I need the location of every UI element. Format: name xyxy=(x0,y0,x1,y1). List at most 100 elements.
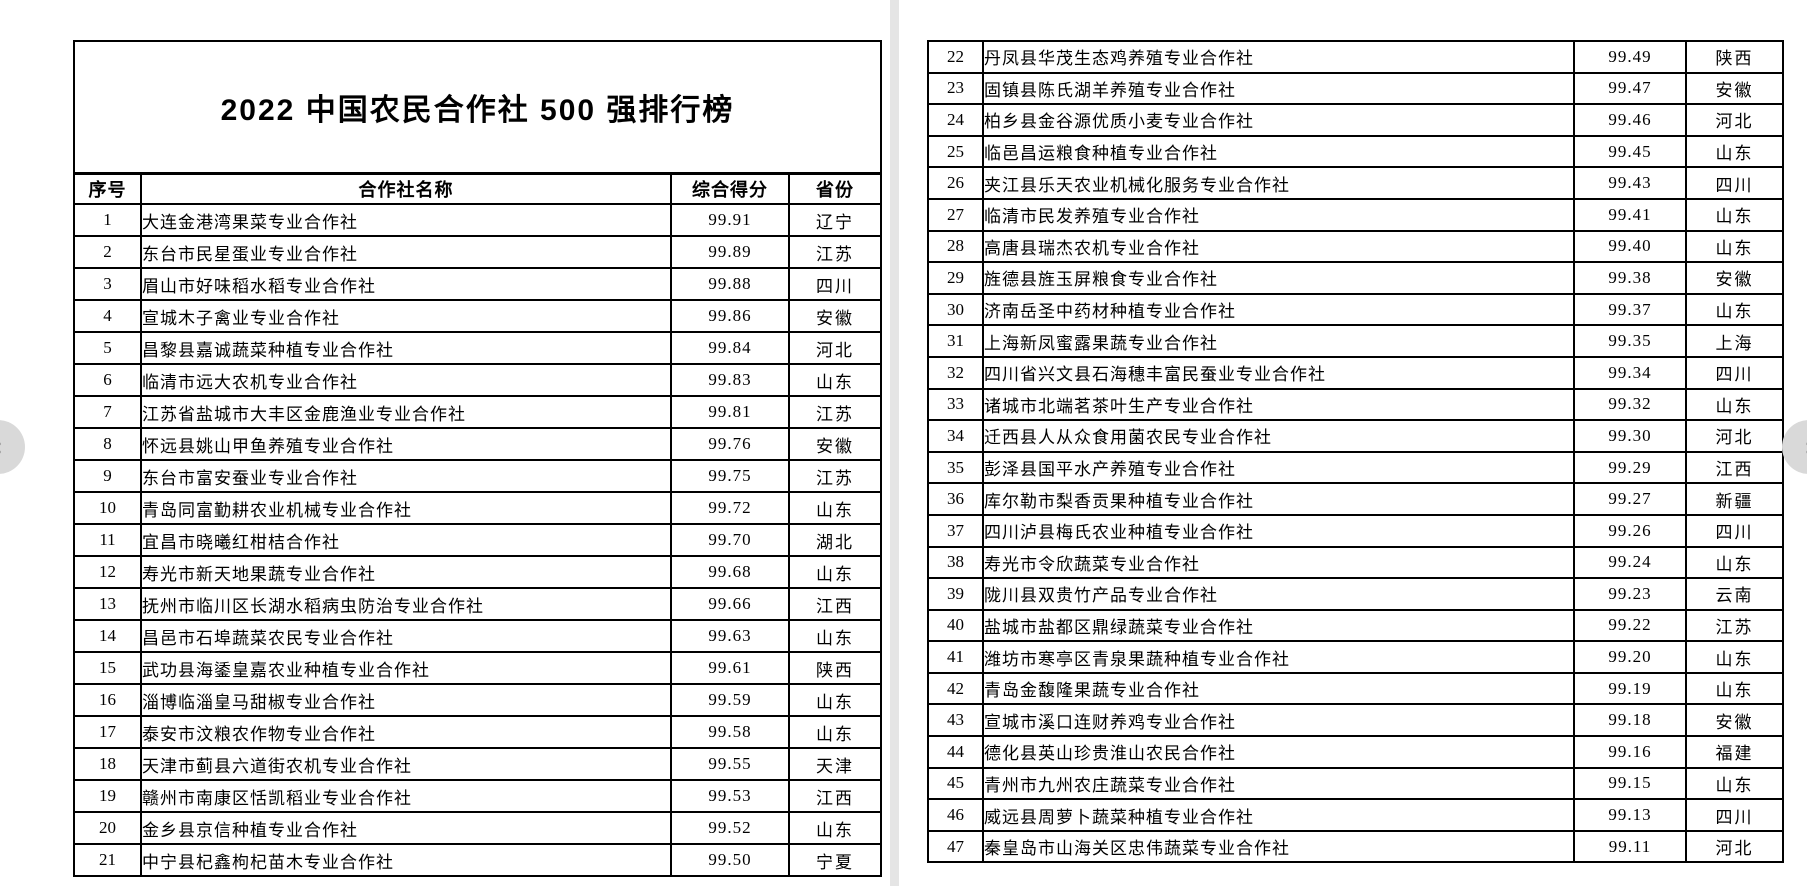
score-cell: 99.27 xyxy=(1573,482,1687,516)
name-cell: 天津市蓟县六道街农机专业合作社 xyxy=(140,747,672,781)
table-row: 43 宣城市溪口连财养鸡专业合作社 99.18 安徽 xyxy=(927,703,1784,738)
province-cell: 四川 xyxy=(1685,798,1784,832)
name-cell: 高唐县瑞杰农机专业合作社 xyxy=(982,229,1575,264)
name-cell: 青岛金馥隆果蔬专业合作社 xyxy=(982,671,1575,706)
rank-cell: 7 xyxy=(73,395,142,429)
province-cell: 安徽 xyxy=(1685,71,1784,106)
rank-cell: 16 xyxy=(73,683,142,717)
name-cell: 大连金港湾果菜专业合作社 xyxy=(140,203,672,237)
name-cell: 潍坊市寒亭区青泉果蔬种植专业合作社 xyxy=(982,640,1575,674)
name-cell: 宣城市溪口连财养鸡专业合作社 xyxy=(982,703,1575,738)
province-cell: 安徽 xyxy=(787,427,883,461)
rank-cell: 37 xyxy=(927,513,984,548)
name-cell: 夹江县乐天农业机械化服务专业合作社 xyxy=(982,166,1575,200)
score-cell: 99.83 xyxy=(670,363,790,397)
rank-cell: 35 xyxy=(927,450,984,485)
table-row: 18 天津市蓟县六道街农机专业合作社 99.55 天津 xyxy=(73,747,883,781)
province-cell: 山东 xyxy=(787,811,883,845)
name-cell: 临清市远大农机专业合作社 xyxy=(140,363,672,397)
score-cell: 99.18 xyxy=(1573,703,1687,738)
province-cell: 安徽 xyxy=(1685,703,1784,738)
province-cell: 天津 xyxy=(787,747,883,781)
table-row: 23 固镇县陈氏湖羊养殖专业合作社 99.47 安徽 xyxy=(927,71,1784,106)
score-cell: 99.61 xyxy=(670,651,790,685)
rank-cell: 32 xyxy=(927,355,984,390)
name-cell: 昌邑市石埠蔬菜农民专业合作社 xyxy=(140,619,672,653)
rank-cell: 34 xyxy=(927,419,984,453)
province-cell: 山东 xyxy=(1685,197,1784,232)
table-row: 24 柏乡县金谷源优质小麦专业合作社 99.46 河北 xyxy=(927,103,1784,137)
province-cell: 江苏 xyxy=(787,459,883,493)
score-cell: 99.43 xyxy=(1573,166,1687,200)
score-cell: 99.68 xyxy=(670,555,790,589)
chevron-right-icon: › xyxy=(1804,433,1807,461)
table-row: 42 青岛金馥隆果蔬专业合作社 99.19 山东 xyxy=(927,671,1784,706)
score-cell: 99.15 xyxy=(1573,766,1687,801)
province-cell: 河北 xyxy=(1685,103,1784,137)
score-cell: 99.32 xyxy=(1573,387,1687,422)
name-cell: 柏乡县金谷源优质小麦专业合作社 xyxy=(982,103,1575,137)
table-row: 33 诸城市北端茗茶叶生产专业合作社 99.32 山东 xyxy=(927,387,1784,422)
table-row: 15 武功县海鋈皇嘉农业种植专业合作社 99.61 陕西 xyxy=(73,651,883,685)
table-row: 35 彭泽县国平水产养殖专业合作社 99.29 江西 xyxy=(927,450,1784,485)
score-cell: 99.47 xyxy=(1573,71,1687,106)
table-row: 32 四川省兴文县石海穗丰富民蚕业专业合作社 99.34 四川 xyxy=(927,355,1784,390)
page-title: 2022 中国农民合作社 500 强排行榜 xyxy=(220,94,735,127)
rank-cell: 45 xyxy=(927,766,984,801)
name-cell: 库尔勒市梨香贡果种植专业合作社 xyxy=(982,482,1575,516)
table-row: 39 陇川县双贵竹产品专业合作社 99.23 云南 xyxy=(927,577,1784,611)
ranking-table-right: 22 丹凤县华茂生态鸡养殖专业合作社 99.49 陕西 23 固镇县陈氏湖羊养殖专业合作社… xyxy=(927,40,1784,864)
table-header-row: 序号 合作社名称 综合得分 省份 xyxy=(73,172,883,205)
table-row: 11 宜昌市晓曦红柑桔合作社 99.70 湖北 xyxy=(73,523,883,557)
rank-cell: 41 xyxy=(927,640,984,674)
table-body-left: 1 大连金港湾果菜专业合作社 99.91 辽宁 2 东台市民星蛋业专业合作社 99.89 江苏… xyxy=(73,203,883,877)
score-cell: 99.63 xyxy=(670,619,790,653)
table-row: 1 大连金港湾果菜专业合作社 99.91 辽宁 xyxy=(73,203,883,237)
rank-cell: 10 xyxy=(73,491,142,525)
table-row: 27 临清市民发养殖专业合作社 99.41 山东 xyxy=(927,197,1784,232)
province-cell: 江苏 xyxy=(787,235,883,269)
province-cell: 云南 xyxy=(1685,577,1784,611)
score-cell: 99.86 xyxy=(670,299,790,333)
province-cell: 湖北 xyxy=(787,523,883,557)
table-row: 38 寿光市令欣蔬菜专业合作社 99.24 山东 xyxy=(927,545,1784,580)
rank-cell: 4 xyxy=(73,299,142,333)
name-cell: 宜昌市晓曦红柑桔合作社 xyxy=(140,523,672,557)
table-body-right: 22 丹凤县华茂生态鸡养殖专业合作社 99.49 陕西 23 固镇县陈氏湖羊养殖专业合作社… xyxy=(927,40,1784,864)
prev-page-button[interactable]: ‹ xyxy=(0,420,25,474)
name-cell: 金乡县京信种植专业合作社 xyxy=(140,811,672,845)
table-row: 14 昌邑市石埠蔬菜农民专业合作社 99.63 山东 xyxy=(73,619,883,653)
table-row: 5 昌黎县嘉诚蔬菜种植专业合作社 99.84 河北 xyxy=(73,331,883,365)
name-cell: 寿光市新天地果蔬专业合作社 xyxy=(140,555,672,589)
province-cell: 山东 xyxy=(1685,766,1784,801)
score-cell: 99.45 xyxy=(1573,134,1687,169)
table-row: 16 淄博临淄皇马甜椒专业合作社 99.59 山东 xyxy=(73,683,883,717)
name-cell: 抚州市临川区长湖水稻病虫防治专业合作社 xyxy=(140,587,672,621)
rank-cell: 6 xyxy=(73,363,142,397)
rank-cell: 15 xyxy=(73,651,142,685)
name-cell: 寿光市令欣蔬菜专业合作社 xyxy=(982,545,1575,580)
score-cell: 99.52 xyxy=(670,811,790,845)
name-cell: 宣城木子禽业专业合作社 xyxy=(140,299,672,333)
score-cell: 99.19 xyxy=(1573,671,1687,706)
rank-cell: 9 xyxy=(73,459,142,493)
province-cell: 山东 xyxy=(1685,292,1784,327)
name-cell: 威远县周萝卜蔬菜种植专业合作社 xyxy=(982,798,1575,832)
name-cell: 怀远县姚山甲鱼养殖专业合作社 xyxy=(140,427,672,461)
rank-cell: 30 xyxy=(927,292,984,327)
table-row: 3 眉山市好味稻水稻专业合作社 99.88 四川 xyxy=(73,267,883,301)
name-cell: 临清市民发养殖专业合作社 xyxy=(982,197,1575,232)
rank-cell: 27 xyxy=(927,197,984,232)
table-row: 37 四川泸县梅氏农业种植专业合作社 99.26 四川 xyxy=(927,513,1784,548)
province-cell: 四川 xyxy=(787,267,883,301)
next-page-button[interactable]: › xyxy=(1782,420,1807,474)
table-row: 41 潍坊市寒亭区青泉果蔬种植专业合作社 99.20 山东 xyxy=(927,640,1784,674)
province-cell: 安徽 xyxy=(787,299,883,333)
province-cell: 江苏 xyxy=(787,395,883,429)
score-cell: 99.30 xyxy=(1573,419,1687,453)
name-cell: 眉山市好味稻水稻专业合作社 xyxy=(140,267,672,301)
table-row: 34 迁西县人从众食用菌农民专业合作社 99.30 河北 xyxy=(927,419,1784,453)
score-cell: 99.70 xyxy=(670,523,790,557)
score-cell: 99.66 xyxy=(670,587,790,621)
rank-cell: 46 xyxy=(927,798,984,832)
